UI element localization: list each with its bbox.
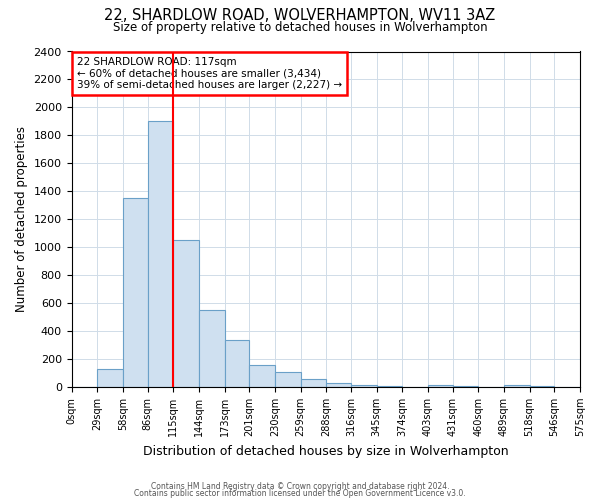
Bar	[224, 340, 249, 387]
Bar	[148, 122, 173, 387]
Text: Size of property relative to detached houses in Wolverhampton: Size of property relative to detached ho…	[113, 21, 487, 34]
Bar	[275, 372, 301, 387]
Bar	[428, 385, 452, 387]
Bar	[97, 370, 123, 387]
Bar	[173, 240, 199, 387]
Bar	[123, 198, 148, 387]
Bar	[326, 383, 351, 387]
Text: 22 SHARDLOW ROAD: 117sqm
← 60% of detached houses are smaller (3,434)
39% of sem: 22 SHARDLOW ROAD: 117sqm ← 60% of detach…	[77, 57, 342, 90]
Bar	[301, 378, 326, 387]
Y-axis label: Number of detached properties: Number of detached properties	[15, 126, 28, 312]
Bar	[351, 385, 377, 387]
Text: 22, SHARDLOW ROAD, WOLVERHAMPTON, WV11 3AZ: 22, SHARDLOW ROAD, WOLVERHAMPTON, WV11 3…	[104, 8, 496, 22]
Text: Contains public sector information licensed under the Open Government Licence v3: Contains public sector information licen…	[134, 490, 466, 498]
Bar	[530, 386, 554, 387]
Bar	[377, 386, 402, 387]
Bar	[452, 386, 478, 387]
Bar	[199, 310, 224, 387]
Bar	[249, 364, 275, 387]
Bar	[504, 385, 530, 387]
X-axis label: Distribution of detached houses by size in Wolverhampton: Distribution of detached houses by size …	[143, 444, 509, 458]
Text: Contains HM Land Registry data © Crown copyright and database right 2024.: Contains HM Land Registry data © Crown c…	[151, 482, 449, 491]
